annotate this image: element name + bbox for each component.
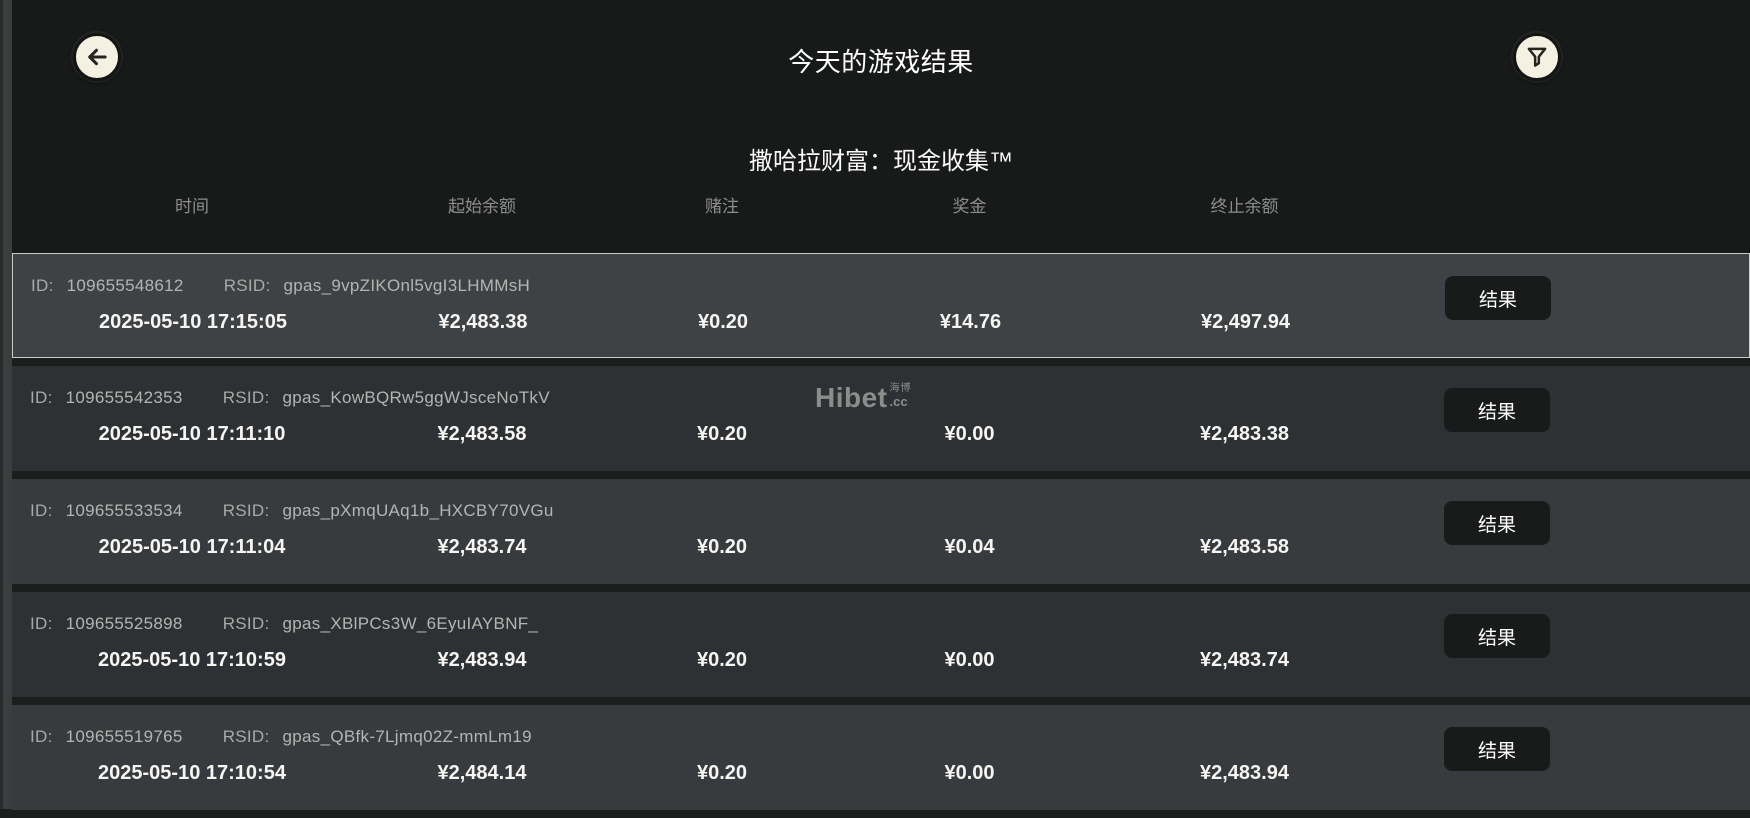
rsid-value: gpas_KowBQRw5ggWJsceNoTkV: [282, 388, 550, 407]
row-win: ¥0.00: [944, 762, 995, 784]
row-win: ¥0.00: [944, 423, 995, 445]
result-row[interactable]: ID: 109655542353 RSID: gpas_KowBQRw5ggWJsce…: [12, 366, 1750, 471]
round-id: 109655533534: [65, 501, 183, 520]
result-button[interactable]: 结果: [1444, 614, 1550, 658]
row-end-balance: ¥2,483.94: [1200, 762, 1289, 784]
row-start-balance: ¥2,483.58: [437, 423, 527, 445]
watermark-brand: Hibet: [815, 382, 888, 413]
filter-funnel-icon: [1524, 44, 1550, 70]
row-bet: ¥0.20: [697, 311, 749, 333]
rsid-label: RSID:: [222, 727, 270, 746]
hibet-watermark: Hibet 海博 .cc: [815, 384, 912, 412]
result-row[interactable]: ID: 109655519765 RSID: gpas_QBfk-7Ljmq02Z-m…: [12, 705, 1750, 810]
watermark-cn: 海博: [889, 383, 912, 394]
row-bet: ¥0.20: [696, 423, 748, 445]
row-id-line: ID: 109655542353 RSID: gpas_KowBQRw5ggWJsce…: [30, 388, 550, 408]
row-bet: ¥0.20: [696, 536, 748, 558]
page-left-strip: [3, 0, 12, 809]
row-values: 2025-05-10 17:10:59 ¥2,483.94 ¥0.20 ¥0.0…: [12, 649, 1750, 672]
row-start-balance: ¥2,483.74: [437, 536, 527, 558]
row-end-balance: ¥2,483.58: [1200, 536, 1289, 558]
row-start-balance: ¥2,483.38: [438, 311, 528, 333]
rsid-value: gpas_QBfk-7Ljmq02Z-mmLm19: [282, 727, 532, 746]
row-values: 2025-05-10 17:15:05 ¥2,483.38 ¥0.20 ¥14.…: [13, 311, 1749, 334]
column-headers: 时间 起始余额 赌注 奖金 终止余额: [12, 192, 1750, 217]
header: 今天的游戏结果 撒哈拉财富：现金收集™ 时间 起始余额 赌注 奖金 终止余额: [12, 0, 1750, 253]
row-id-line: ID: 109655533534 RSID: gpas_pXmqUAq1b_HXCBY…: [30, 501, 554, 521]
column-header-time: 时间: [175, 197, 209, 216]
row-win: ¥0.00: [944, 649, 995, 671]
result-row[interactable]: ID: 109655548612 RSID: gpas_9vpZIKOnl5vgI3L…: [12, 253, 1750, 358]
column-header-end-balance: 终止余额: [1210, 197, 1279, 216]
rsid-value: gpas_XBlPCs3W_6EyuIAYBNF_: [282, 614, 539, 633]
row-bet: ¥0.20: [696, 649, 748, 671]
id-label: ID:: [30, 614, 53, 633]
row-time: 2025-05-10 17:10:54: [98, 762, 286, 784]
row-start-balance: ¥2,484.14: [437, 762, 527, 784]
round-id: 109655519765: [65, 727, 183, 746]
row-id-line: ID: 109655519765 RSID: gpas_QBfk-7Ljmq02Z-m…: [30, 727, 532, 747]
rsid-label: RSID:: [222, 501, 270, 520]
row-win: ¥0.04: [944, 536, 995, 558]
row-end-balance: ¥2,483.38: [1200, 423, 1289, 445]
result-button[interactable]: 结果: [1444, 727, 1550, 771]
column-header-win: 奖金: [952, 197, 987, 216]
row-end-balance: ¥2,483.74: [1200, 649, 1289, 671]
round-id: 109655525898: [65, 614, 183, 633]
row-end-balance: ¥2,497.94: [1201, 311, 1290, 333]
round-id: 109655548612: [66, 276, 184, 295]
back-button[interactable]: [73, 33, 121, 81]
row-win: ¥14.76: [939, 311, 1002, 333]
id-label: ID:: [30, 727, 53, 746]
result-row[interactable]: ID: 109655525898 RSID: gpas_XBlPCs3W_6EyuIA…: [12, 592, 1750, 697]
row-id-line: ID: 109655548612 RSID: gpas_9vpZIKOnl5vgI3L…: [31, 276, 530, 296]
rsid-value: gpas_pXmqUAq1b_HXCBY70VGu: [282, 501, 554, 520]
row-time: 2025-05-10 17:11:04: [98, 536, 286, 558]
rsid-label: RSID:: [222, 614, 270, 633]
row-time: 2025-05-10 17:15:05: [99, 311, 287, 333]
id-label: ID:: [31, 276, 54, 295]
row-time: 2025-05-10 17:11:10: [98, 423, 286, 445]
id-label: ID:: [30, 388, 53, 407]
game-title: 撒哈拉财富：现金收集™: [749, 148, 1013, 175]
row-bet: ¥0.20: [696, 762, 748, 784]
watermark-suffix: .cc: [889, 394, 908, 409]
round-id: 109655542353: [65, 388, 183, 407]
back-arrow-icon: [84, 44, 110, 70]
id-label: ID:: [30, 501, 53, 520]
filter-button[interactable]: [1513, 33, 1561, 81]
row-values: 2025-05-10 17:11:10 ¥2,483.58 ¥0.20 ¥0.0…: [12, 423, 1750, 446]
result-row[interactable]: ID: 109655533534 RSID: gpas_pXmqUAq1b_HXCBY…: [12, 479, 1750, 584]
row-time: 2025-05-10 17:10:59: [98, 649, 286, 671]
column-header-start-balance: 起始余额: [448, 197, 516, 216]
row-values: 2025-05-10 17:11:04 ¥2,483.74 ¥0.20 ¥0.0…: [12, 536, 1750, 559]
result-button[interactable]: 结果: [1444, 501, 1550, 545]
row-values: 2025-05-10 17:10:54 ¥2,484.14 ¥0.20 ¥0.0…: [12, 762, 1750, 785]
rsid-label: RSID:: [223, 276, 271, 295]
result-button[interactable]: 结果: [1445, 276, 1551, 320]
rsid-label: RSID:: [222, 388, 270, 407]
results-list: ID: 109655548612 RSID: gpas_9vpZIKOnl5vgI3L…: [12, 253, 1750, 818]
row-id-line: ID: 109655525898 RSID: gpas_XBlPCs3W_6EyuIA…: [30, 614, 538, 634]
column-header-bet: 赌注: [705, 197, 739, 216]
page-title: 今天的游戏结果: [788, 47, 974, 77]
rsid-value: gpas_9vpZIKOnl5vgI3LHMMsH: [283, 276, 531, 295]
row-start-balance: ¥2,483.94: [437, 649, 527, 671]
result-button[interactable]: 结果: [1444, 388, 1550, 432]
page-left-edge: [0, 0, 3, 809]
